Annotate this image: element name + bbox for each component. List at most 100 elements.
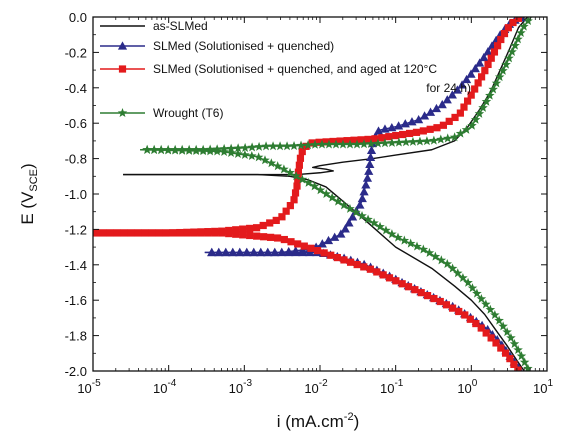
star-marker: [296, 140, 306, 150]
square-marker: [353, 260, 361, 269]
star-marker: [338, 139, 348, 149]
square-marker: [504, 24, 512, 32]
star-marker: [502, 327, 512, 337]
star-marker: [275, 141, 285, 151]
triangle-marker: [340, 224, 350, 233]
star-marker: [339, 200, 349, 210]
square-marker: [300, 242, 308, 250]
square-marker: [471, 85, 479, 93]
y-tick-label: -1.8: [65, 329, 87, 344]
square-marker: [481, 67, 489, 75]
triangle-marker: [256, 247, 266, 257]
triangle-marker: [407, 117, 417, 126]
star-marker: [476, 293, 487, 304]
triangle-marker: [365, 152, 376, 161]
star-marker: [481, 299, 491, 309]
axes-layer: 10-5 10-4 10-3 10-2 10-1 100 101 0.0 -0.2 -0.4 -0.…: [65, 10, 554, 396]
triangle-marker: [431, 103, 442, 113]
triangle-marker: [330, 232, 340, 241]
square-marker: [371, 135, 379, 143]
star-marker: [519, 21, 529, 31]
x-tick-label: 10-1: [380, 378, 404, 396]
square-marker: [313, 246, 322, 255]
square-marker: [106, 229, 114, 237]
star-marker: [375, 221, 385, 231]
star-marker: [351, 207, 361, 217]
square-marker: [392, 277, 400, 285]
star-marker: [369, 218, 379, 228]
square-marker: [474, 79, 482, 87]
y-tick-label: -1.2: [65, 222, 87, 237]
square-marker: [405, 129, 414, 138]
triangle-marker: [470, 63, 480, 73]
square-marker: [286, 201, 294, 210]
series-slmed-solutionised-quenched-and-aged-at-120-c-for-24-h-cathodic: [93, 229, 522, 371]
square-marker: [433, 124, 441, 132]
triangle-marker: [221, 247, 231, 257]
square-marker: [385, 274, 394, 282]
square-marker: [514, 366, 522, 371]
triangle-marker: [447, 90, 457, 99]
series-wrought-t6-cathodic: [140, 144, 533, 371]
square-marker: [487, 54, 495, 62]
star-marker: [240, 142, 250, 152]
star-marker: [240, 149, 250, 159]
square-marker: [322, 138, 330, 146]
star-marker: [117, 108, 128, 118]
star-marker: [458, 272, 468, 283]
triangle-marker: [457, 80, 467, 89]
star-marker: [297, 174, 308, 184]
star-marker: [170, 145, 180, 155]
square-marker: [514, 17, 523, 22]
square-marker: [502, 349, 510, 357]
square-marker: [253, 224, 261, 232]
y-tick-label: -1.0: [65, 187, 87, 202]
star-marker: [405, 238, 416, 248]
star-marker: [467, 120, 477, 130]
square-marker: [183, 229, 191, 237]
y-tick-label: -1.6: [65, 293, 87, 308]
square-marker: [497, 35, 505, 44]
star-marker: [523, 363, 533, 371]
star-marker: [510, 40, 520, 50]
x-axis-title: i (mA.cm-2): [277, 411, 360, 431]
star-marker: [333, 196, 343, 206]
star-marker: [501, 59, 511, 69]
star-marker: [470, 114, 481, 124]
star-marker: [363, 214, 373, 224]
square-marker: [439, 121, 448, 129]
square-marker: [398, 280, 406, 288]
square-marker: [423, 292, 432, 300]
triangle-marker: [270, 247, 280, 257]
square-marker: [412, 128, 421, 136]
star-marker: [436, 134, 446, 144]
triangle-marker: [305, 247, 315, 257]
star-marker: [303, 140, 313, 150]
square-marker: [467, 91, 475, 99]
y-tick-label: -0.6: [65, 116, 87, 131]
triangle-marker: [483, 47, 493, 56]
star-marker: [359, 139, 369, 149]
star-marker: [507, 46, 517, 56]
square-marker: [510, 360, 518, 368]
square-marker: [211, 229, 219, 237]
star-marker: [408, 136, 418, 146]
square-marker: [141, 229, 149, 237]
square-marker: [225, 229, 233, 238]
star-marker: [485, 304, 496, 314]
square-marker: [482, 329, 490, 337]
triangle-marker: [235, 247, 245, 257]
triangle-marker: [228, 247, 238, 257]
y-tick-label: 0.0: [69, 10, 87, 25]
square-marker: [340, 256, 348, 264]
series-wrought-t6: [140, 17, 533, 154]
square-marker: [461, 311, 469, 319]
square-marker: [366, 265, 374, 273]
triangle-marker: [336, 229, 346, 238]
triangle-marker: [380, 124, 390, 133]
y-tick-label: -2.0: [65, 364, 87, 379]
star-marker: [261, 141, 271, 151]
square-marker: [190, 229, 198, 237]
square-marker: [307, 244, 315, 252]
series-layer: [93, 17, 533, 371]
